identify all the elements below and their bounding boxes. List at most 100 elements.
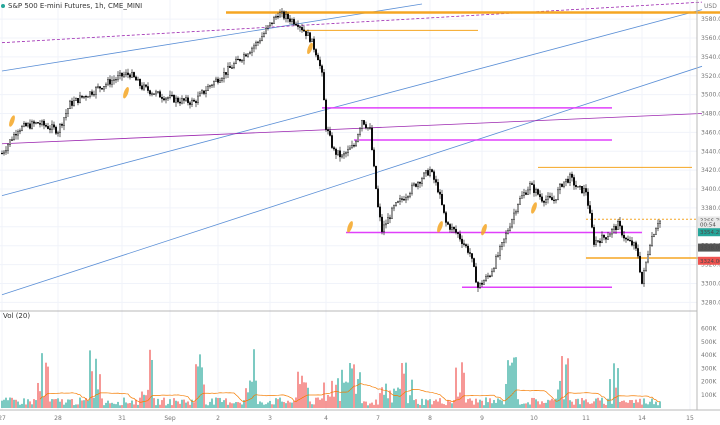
candle-body bbox=[419, 182, 421, 184]
time-tick-label: 4 bbox=[324, 415, 328, 422]
volume-bar bbox=[433, 400, 435, 408]
candle-body bbox=[481, 282, 483, 285]
highlight-ellipses[interactable] bbox=[8, 42, 538, 236]
volume-bar bbox=[491, 403, 493, 408]
candle-body bbox=[153, 93, 155, 95]
candle-body bbox=[193, 99, 195, 102]
candle-body bbox=[27, 123, 29, 127]
candle-body bbox=[159, 91, 161, 98]
volume-tick-label: 500K bbox=[701, 339, 717, 346]
volume-bar bbox=[475, 398, 477, 408]
highlight-ellipse[interactable] bbox=[306, 42, 314, 55]
trend-line[interactable] bbox=[1, 65, 703, 296]
volume-bar bbox=[307, 387, 309, 408]
candle-body bbox=[593, 227, 595, 245]
candle-body bbox=[117, 75, 119, 80]
candle-body bbox=[163, 98, 165, 101]
volume-bar bbox=[11, 397, 13, 408]
highlight-ellipse[interactable] bbox=[530, 202, 538, 215]
volume-bar bbox=[59, 401, 61, 408]
candle-body bbox=[269, 22, 271, 27]
candle-body bbox=[473, 258, 475, 267]
time-axis[interactable]: 272831Sep2347891011141516 bbox=[0, 415, 720, 422]
candle-body bbox=[41, 120, 43, 125]
volume-bar bbox=[41, 353, 43, 408]
volume-bar bbox=[529, 404, 531, 408]
time-tick-label: 10 bbox=[530, 415, 538, 422]
candle-body bbox=[407, 196, 409, 198]
volume-bar bbox=[391, 402, 393, 408]
candle-body bbox=[135, 76, 137, 81]
volume-bar bbox=[553, 400, 555, 408]
time-tick-label: Sep bbox=[164, 415, 176, 422]
trend-lines[interactable] bbox=[1, 1, 703, 296]
volume-bar bbox=[387, 398, 389, 408]
highlight-ellipse[interactable] bbox=[480, 223, 488, 236]
volume-bar bbox=[415, 399, 417, 408]
volume-bar bbox=[511, 362, 513, 408]
volume-bar bbox=[363, 401, 365, 408]
candle-body bbox=[321, 65, 323, 73]
volume-bar bbox=[215, 397, 217, 408]
horizontal-levels[interactable] bbox=[226, 11, 720, 288]
volume-bar bbox=[563, 399, 565, 408]
volume-bar bbox=[471, 400, 473, 408]
volume-bar bbox=[193, 402, 195, 408]
volume-bar bbox=[57, 398, 59, 408]
candle-body bbox=[273, 17, 275, 24]
candle-body bbox=[51, 124, 53, 130]
candle-body bbox=[185, 97, 187, 101]
volume-bar bbox=[45, 362, 47, 408]
price-badge bbox=[698, 243, 720, 252]
volume-bar bbox=[303, 382, 305, 408]
highlight-ellipse[interactable] bbox=[8, 115, 16, 128]
volume-bar bbox=[249, 380, 251, 408]
volume-bar bbox=[489, 398, 491, 408]
candle-body bbox=[293, 19, 295, 25]
candle-body bbox=[3, 151, 5, 154]
candle-body bbox=[313, 38, 315, 50]
candle-body bbox=[437, 182, 439, 193]
trend-line[interactable] bbox=[1, 113, 703, 145]
trend-line[interactable] bbox=[1, 9, 703, 197]
volume-bar bbox=[613, 363, 615, 408]
candle-body bbox=[23, 123, 25, 127]
candle-body bbox=[395, 202, 397, 206]
volume-bar bbox=[15, 399, 17, 408]
candle-body bbox=[301, 27, 303, 31]
candle-body bbox=[145, 84, 147, 87]
volume-bar bbox=[479, 399, 481, 408]
volume-bar bbox=[331, 380, 333, 408]
trend-line[interactable] bbox=[1, 3, 423, 72]
candle-body bbox=[195, 101, 197, 103]
volume-bar bbox=[435, 399, 437, 408]
volume-bar bbox=[451, 403, 453, 408]
volume-bar bbox=[157, 398, 159, 408]
candle-body bbox=[113, 79, 115, 81]
volume-bar bbox=[377, 404, 379, 408]
highlight-ellipse[interactable] bbox=[436, 220, 444, 233]
volume-bar bbox=[499, 399, 501, 408]
time-tick-label: 28 bbox=[54, 415, 62, 422]
candle-body bbox=[435, 179, 437, 183]
volume-bar bbox=[615, 387, 617, 408]
volume-tick-label: 200K bbox=[701, 379, 717, 386]
trend-line[interactable] bbox=[1, 1, 703, 44]
volume-bar bbox=[171, 405, 173, 408]
volume-bar bbox=[465, 402, 467, 408]
time-tick-label: 2 bbox=[216, 415, 220, 422]
candle-body bbox=[25, 123, 27, 127]
candle-body bbox=[85, 96, 87, 98]
highlight-ellipse[interactable] bbox=[346, 220, 354, 233]
volume-bar bbox=[173, 398, 175, 408]
highlight-ellipse[interactable] bbox=[122, 86, 130, 99]
candle-body bbox=[453, 226, 455, 230]
candle-body bbox=[267, 25, 269, 29]
volume-bar bbox=[189, 404, 191, 408]
volume-bar bbox=[623, 400, 625, 408]
volume-bar bbox=[207, 405, 209, 408]
volume-tick-label: 100K bbox=[701, 392, 717, 399]
volume-bar bbox=[457, 396, 459, 408]
volume-bar bbox=[579, 404, 581, 408]
